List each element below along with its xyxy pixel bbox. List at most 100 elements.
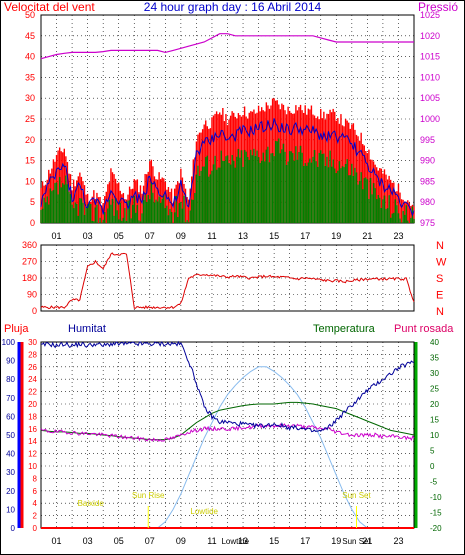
humidity-tick: 30 bbox=[6, 468, 15, 477]
pressure-tick: 985 bbox=[420, 176, 435, 186]
wind-speed-tick: 35 bbox=[25, 72, 35, 82]
pressure-tick: 995 bbox=[420, 135, 435, 145]
humidity-tick: 70 bbox=[6, 394, 15, 403]
rain-tick: 0 bbox=[33, 524, 38, 533]
wind-panel-x-tick: 13 bbox=[238, 231, 248, 241]
wind-speed-tick: 20 bbox=[25, 135, 35, 145]
pressure-tick: 980 bbox=[420, 197, 435, 207]
direction-tick: 180 bbox=[22, 273, 37, 283]
climate-panel-x-tick: 01 bbox=[52, 536, 62, 546]
wind-panel-x-tick: 07 bbox=[145, 231, 155, 241]
humidity-tick: 40 bbox=[6, 450, 15, 459]
temperature-tick: 25 bbox=[430, 385, 439, 394]
rain-tick: 18 bbox=[28, 412, 37, 421]
temperature-tick: 35 bbox=[430, 354, 439, 363]
rain-tick: 4 bbox=[33, 499, 38, 508]
direction-tick: 360 bbox=[22, 240, 37, 250]
humidity-tick: 0 bbox=[11, 524, 16, 533]
climate-panel-x-tick: 05 bbox=[114, 536, 124, 546]
rain-tick: 24 bbox=[28, 375, 37, 384]
wind-direction-line bbox=[40, 252, 415, 310]
rain-tick: 14 bbox=[28, 437, 37, 446]
climate-panel-x-tick: 19 bbox=[331, 536, 341, 546]
climate-panel-x-tick: 17 bbox=[300, 536, 310, 546]
wind-speed-tick: 45 bbox=[25, 31, 35, 41]
rain-tick: 16 bbox=[28, 425, 37, 434]
wind-speed-axis-title: Velocitat del vent bbox=[4, 0, 95, 14]
rain-tick: 2 bbox=[33, 512, 38, 521]
wind-speed-line bbox=[40, 118, 415, 217]
legend-label-2: Temperatura bbox=[313, 323, 376, 335]
humidity-tick: 80 bbox=[6, 375, 15, 384]
wind-speed-tick: 40 bbox=[25, 52, 35, 62]
humidity-tick: 20 bbox=[6, 487, 15, 496]
legend-label-0: Pluja bbox=[4, 323, 29, 335]
compass-label: N bbox=[436, 306, 444, 318]
climate-panel-x-tick: 07 bbox=[145, 536, 155, 546]
pressure-tick: 1025 bbox=[420, 10, 440, 20]
wind-speed-tick: 50 bbox=[25, 10, 35, 20]
rain-tick: 30 bbox=[28, 338, 37, 347]
temperature-tick: -5 bbox=[430, 478, 438, 487]
humidity-tick: 90 bbox=[6, 357, 15, 366]
rain-tick: 8 bbox=[33, 474, 38, 483]
rain-tick: 10 bbox=[28, 462, 37, 471]
temperature-tick: 5 bbox=[430, 447, 435, 456]
compass-label: E bbox=[436, 290, 443, 302]
wind-panel-x-tick: 19 bbox=[331, 231, 341, 241]
direction-tick: 0 bbox=[32, 306, 37, 316]
humidity-tick: 10 bbox=[6, 505, 15, 514]
event-marker-label: Lowtide bbox=[190, 507, 218, 516]
wind-speed-tick: 10 bbox=[25, 176, 35, 186]
wind-panel-x-tick: 11 bbox=[207, 231, 216, 241]
humidity-tick: 60 bbox=[6, 412, 15, 421]
temperature-tick: 10 bbox=[430, 431, 439, 440]
wind-speed-tick: 30 bbox=[25, 93, 35, 103]
graph-title: 24 hour graph day : 16 Abril 2014 bbox=[143, 0, 322, 14]
event-marker-label: Sun Rise bbox=[132, 491, 165, 500]
pressure-tick: 975 bbox=[420, 218, 435, 228]
temperature-tick: 15 bbox=[430, 416, 439, 425]
pressure-tick: 1000 bbox=[420, 114, 440, 124]
wind-speed-tick: 0 bbox=[30, 218, 35, 228]
compass-label: N bbox=[436, 240, 444, 252]
pressure-tick: 990 bbox=[420, 156, 435, 166]
pressure-tick: 1020 bbox=[420, 31, 440, 41]
rain-tick: 28 bbox=[28, 350, 37, 359]
climate-panel-x-tick: 23 bbox=[393, 536, 403, 546]
wind-panel-x-tick: 15 bbox=[269, 231, 279, 241]
wind-panel-x-tick: 05 bbox=[114, 231, 124, 241]
direction-tick: 90 bbox=[27, 290, 37, 300]
wind-panel-x-tick: 21 bbox=[362, 231, 372, 241]
wind-panel-x-tick: 01 bbox=[52, 231, 62, 241]
pressure-tick: 1010 bbox=[420, 72, 440, 82]
dewpoint-line bbox=[40, 423, 415, 442]
wind-panel-x-tick: 23 bbox=[393, 231, 403, 241]
pressure-line bbox=[40, 33, 414, 60]
legend-label-1: Humitat bbox=[68, 323, 106, 335]
rain-tick: 20 bbox=[28, 400, 37, 409]
wind-speed-tick: 15 bbox=[25, 156, 35, 166]
event-marker-label: Baixide bbox=[78, 499, 105, 508]
wind-panel-x-tick: 17 bbox=[300, 231, 310, 241]
event-marker-label: Lowtide bbox=[221, 537, 249, 546]
event-marker-label: Sun Set bbox=[342, 491, 371, 500]
rain-tick: 26 bbox=[28, 363, 37, 372]
pressure-tick: 1005 bbox=[420, 93, 440, 103]
humidity-tick: 50 bbox=[6, 431, 15, 440]
humidity-line bbox=[41, 340, 415, 433]
climate-panel-x-tick: 03 bbox=[83, 536, 93, 546]
climate-panel-x-tick: 21 bbox=[362, 536, 372, 546]
climate-panel-x-tick: 15 bbox=[269, 536, 279, 546]
temperature-tick: 40 bbox=[430, 338, 439, 347]
wind-speed-tick: 5 bbox=[30, 197, 35, 207]
climate-panel-x-tick: 09 bbox=[176, 536, 186, 546]
pressure-axis-title: Pressió bbox=[417, 0, 458, 14]
climate-panel-x-tick: 11 bbox=[207, 536, 216, 546]
wind-panel-x-tick: 09 bbox=[176, 231, 186, 241]
compass-label: S bbox=[436, 273, 443, 285]
humidity-tick: 100 bbox=[2, 338, 16, 347]
temperature-tick: -10 bbox=[430, 493, 442, 502]
